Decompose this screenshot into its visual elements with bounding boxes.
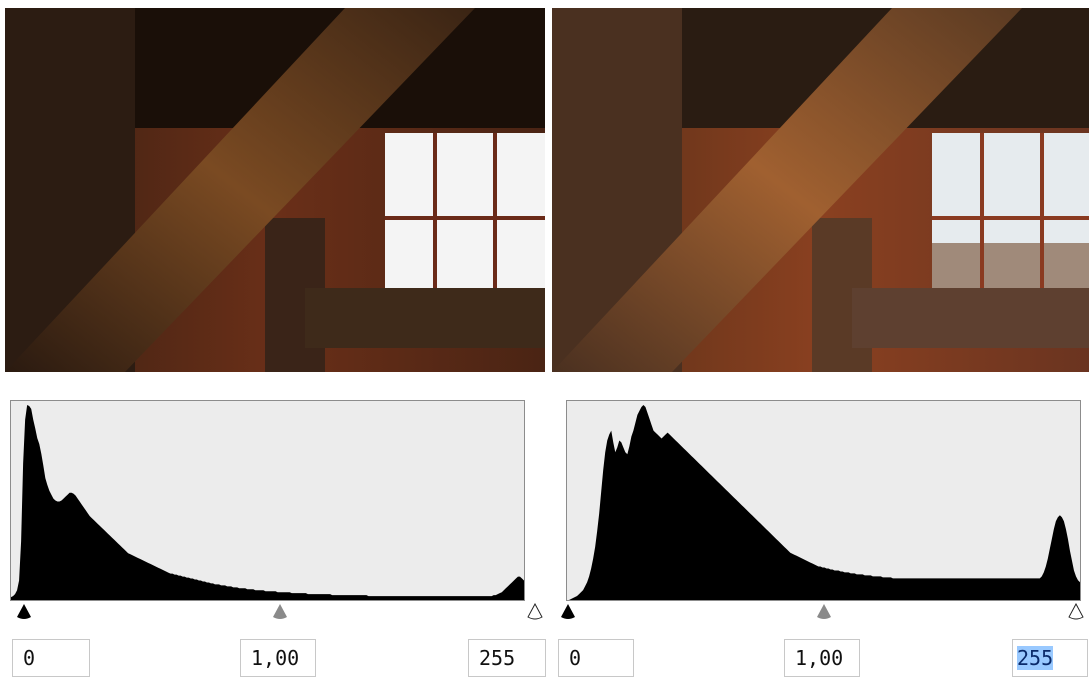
gamma-input[interactable]: 1,00 <box>240 639 316 677</box>
histogram-area <box>567 405 1080 600</box>
black-point-value: 0 <box>569 646 582 670</box>
levels-panel-before: 0 1,00 255 <box>0 392 546 684</box>
white-point-input[interactable]: 255 <box>1012 639 1088 677</box>
histogram-before <box>10 400 525 601</box>
histogram-graph <box>567 405 1080 600</box>
histogram-area <box>11 405 524 600</box>
white-point-input[interactable]: 255 <box>468 639 546 677</box>
gamma-input[interactable]: 1,00 <box>784 639 860 677</box>
white-point-icon[interactable] <box>1068 603 1084 621</box>
white-point-value: 255 <box>479 646 516 670</box>
photo-before-image <box>5 8 545 372</box>
gamma-value: 1,00 <box>795 646 844 670</box>
histogram-graph <box>11 405 524 600</box>
input-levels-slider[interactable] <box>561 603 1084 625</box>
black-point-icon[interactable] <box>16 603 32 621</box>
black-point-input[interactable]: 0 <box>12 639 90 677</box>
black-point-input[interactable]: 0 <box>558 639 634 677</box>
photo-after <box>552 8 1089 372</box>
photo-after-image <box>552 8 1089 372</box>
histogram-after <box>566 400 1081 601</box>
black-point-value: 0 <box>23 646 36 670</box>
white-point-value-selected: 255 <box>1017 646 1054 670</box>
input-levels-slider[interactable] <box>10 603 543 625</box>
gamma-point-icon[interactable] <box>272 603 288 621</box>
black-point-icon[interactable] <box>560 603 576 621</box>
levels-panel-after: 0 1,00 255 <box>546 392 1088 684</box>
photo-before <box>5 8 545 372</box>
gamma-value: 1,00 <box>251 646 300 670</box>
gamma-point-icon[interactable] <box>816 603 832 621</box>
white-point-icon[interactable] <box>527 603 543 621</box>
